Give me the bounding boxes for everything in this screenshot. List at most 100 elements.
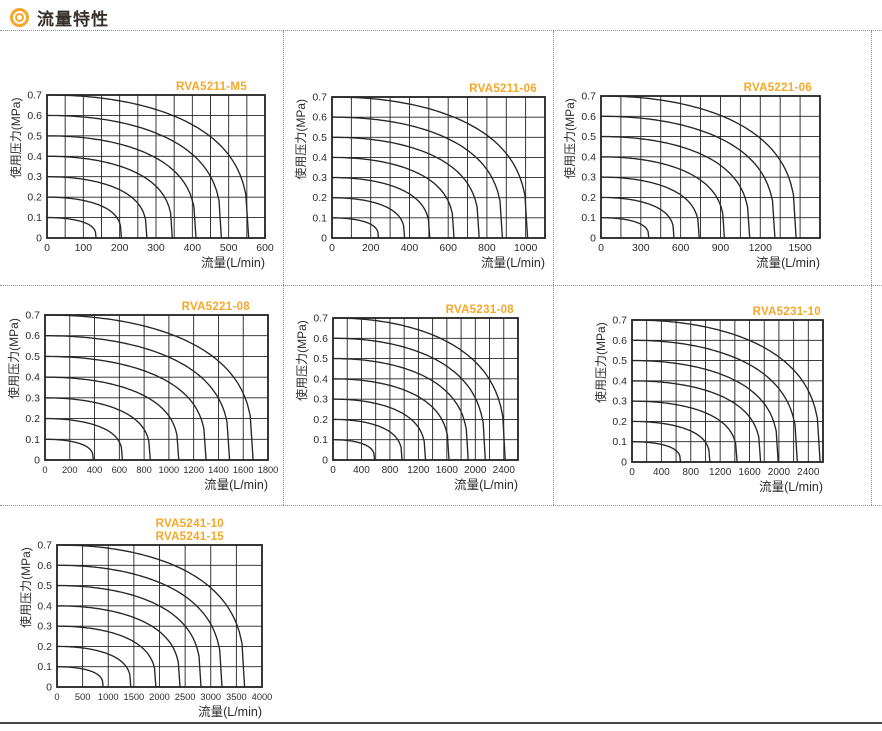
flow-curve: [600, 95, 797, 239]
flow-curve: [600, 196, 675, 239]
y-tick-label: 0.1: [25, 434, 40, 446]
x-tick-label: 0: [598, 242, 604, 254]
x-axis-label: 流量(L/min): [454, 478, 518, 492]
y-tick-label: 0.4: [27, 151, 42, 163]
y-tick-label: 0.5: [581, 131, 596, 143]
chart-canvas: 0 0.1 0.2 0.3 0.4 0.5 0.6 0.7 0 400 800 1200 1600 200…: [294, 304, 519, 492]
y-tick-label: 0.6: [612, 335, 627, 347]
y-tick-label: 0.2: [581, 192, 596, 204]
chart-title: RVA5231-08: [446, 304, 515, 316]
y-tick-label: 0.7: [37, 540, 52, 552]
y-tick-labels: 0 0.1 0.2 0.3 0.4 0.5 0.6 0.7: [27, 90, 42, 245]
flow-curve: [332, 439, 376, 461]
x-tick-label: 800: [382, 465, 399, 476]
flow-curve: [600, 156, 726, 239]
y-tick-label: 0.4: [37, 600, 52, 612]
y-tick-label: 0.7: [581, 91, 596, 103]
y-tick-label: 0.2: [25, 413, 40, 425]
flow-curve: [44, 417, 124, 461]
x-tick-label: 900: [712, 242, 730, 254]
y-tick-label: 0: [34, 455, 40, 467]
y-tick-label: 0.1: [313, 434, 328, 446]
flow-curve: [631, 339, 798, 463]
axis-frame: [46, 94, 266, 239]
page-bottom-border: [0, 722, 882, 724]
y-tick-labels: 0 0.1 0.2 0.3 0.4 0.5 0.6 0.7: [312, 92, 327, 245]
x-tick-label: 1600: [436, 465, 459, 476]
x-tick-label: 400: [401, 242, 419, 254]
x-tick-label: 3500: [226, 692, 247, 702]
axis-frame: [56, 544, 263, 688]
x-tick-label: 400: [87, 465, 103, 475]
y-tick-label: 0.4: [25, 372, 40, 384]
section-header: 流量特性: [10, 5, 109, 30]
x-tick-label: 1000: [159, 465, 180, 475]
x-tick-label: 0: [44, 242, 50, 254]
flow-curve: [600, 176, 700, 239]
x-axis-label: 流量(L/min): [481, 256, 545, 270]
y-tick-label: 0: [46, 682, 52, 694]
y-tick-label: 0.4: [312, 152, 327, 164]
flow-curve: [44, 397, 151, 461]
x-tick-labels: 0 200 400 600 800 1000 1200 1400 1600 1800: [42, 465, 278, 475]
y-tick-label: 0: [621, 457, 627, 469]
y-tick-label: 0.4: [313, 373, 328, 385]
x-tick-labels: 0 500 1000 1500 2000 2500 3000 3500 4000: [54, 692, 272, 702]
x-tick-label: 600: [256, 242, 274, 254]
y-tick-label: 0: [36, 233, 42, 245]
x-tick-label: 100: [75, 242, 93, 254]
y-tick-label: 0.3: [37, 621, 52, 633]
flow-chart-rva5231-08: 0 0.1 0.2 0.3 0.4 0.5 0.6 0.7 0 400 800 1200 1600 200…: [283, 285, 553, 505]
flow-curve: [56, 544, 246, 688]
flow-curve: [331, 176, 431, 239]
x-tick-label: 600: [672, 242, 690, 254]
x-tick-label: 2000: [768, 467, 791, 478]
x-tick-label: 800: [136, 465, 152, 475]
flow-curve: [331, 156, 455, 239]
chart-title: RVA5241-15: [156, 531, 225, 543]
y-tick-labels: 0 0.1 0.2 0.3 0.4 0.5 0.6 0.7: [25, 310, 40, 467]
flow-chart-rva5241-10-15: 0 0.1 0.2 0.3 0.4 0.5 0.6 0.7 0 500 1000 1500 2000 25…: [0, 505, 283, 724]
y-tick-label: 0.2: [312, 192, 327, 204]
x-tick-label: 200: [62, 465, 78, 475]
flow-curve: [631, 359, 779, 463]
axis-frame: [600, 95, 821, 239]
x-tick-label: 400: [184, 242, 202, 254]
chart-canvas: 0 0.1 0.2 0.3 0.4 0.5 0.6 0.7 0 200 400 600 800 1000 流…: [293, 83, 546, 270]
axis-frame: [44, 314, 269, 461]
flow-curve: [46, 135, 197, 239]
flow-curve: [46, 114, 223, 239]
flow-chart-rva5221-06: 0 0.1 0.2 0.3 0.4 0.5 0.6 0.7 0 300 600 900 1200 1500…: [553, 31, 882, 285]
flow-curve: [332, 337, 486, 461]
y-tick-labels: 0 0.1 0.2 0.3 0.4 0.5 0.6 0.7: [37, 540, 52, 694]
flow-curve: [631, 441, 682, 463]
x-tick-label: 2000: [149, 692, 170, 702]
flow-curve: [56, 625, 157, 688]
flow-curve: [46, 155, 173, 239]
x-tick-label: 0: [629, 467, 635, 478]
y-axis-label: 使用压力(MPa): [593, 322, 608, 403]
grid: [332, 97, 545, 238]
y-axis-label: 使用压力(MPa): [6, 318, 21, 399]
y-tick-labels: 0 0.1 0.2 0.3 0.4 0.5 0.6 0.7: [313, 313, 328, 467]
x-tick-label: 0: [54, 692, 59, 702]
y-tick-label: 0.5: [612, 355, 627, 367]
x-tick-label: 1200: [749, 242, 773, 254]
y-tick-label: 0.6: [27, 110, 42, 122]
flow-curve: [332, 357, 469, 461]
y-tick-label: 0.3: [612, 396, 627, 408]
flow-curves: [600, 95, 797, 239]
y-tick-label: 0.6: [313, 333, 328, 345]
page-title: 流量特性: [37, 10, 109, 29]
x-axis-label: 流量(L/min): [759, 480, 823, 494]
y-tick-label: 0.7: [313, 313, 328, 325]
chart-canvas: 0 0.1 0.2 0.3 0.4 0.5 0.6 0.7 0 300 600 900 1200 1500…: [562, 82, 821, 270]
y-tick-label: 0.7: [27, 90, 42, 102]
x-tick-label: 0: [42, 465, 47, 475]
y-tick-label: 0.3: [581, 172, 596, 184]
x-tick-labels: 0 400 800 1200 1600 2000 2400: [330, 465, 515, 476]
y-axis-label: 使用压力(MPa): [294, 320, 309, 401]
x-tick-label: 1800: [258, 465, 279, 475]
y-tick-labels: 0 0.1 0.2 0.3 0.4 0.5 0.6 0.7: [581, 91, 596, 245]
x-tick-label: 200: [111, 242, 129, 254]
